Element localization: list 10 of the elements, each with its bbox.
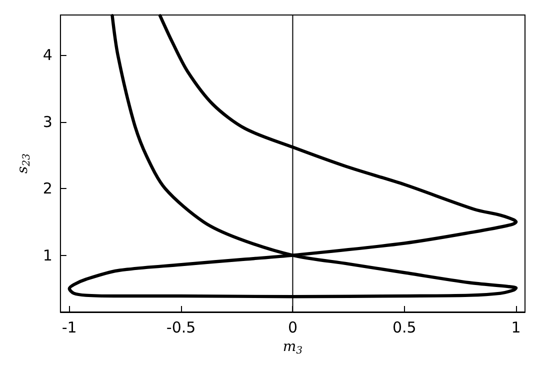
y-tick-label: 1 xyxy=(42,246,52,264)
x-tick-label: 0.5 xyxy=(392,318,416,336)
y-tick-label: 2 xyxy=(42,180,52,198)
x-tick-label: 1 xyxy=(511,318,521,336)
x-tick-label: -1 xyxy=(62,318,77,336)
x-tick-label: 0 xyxy=(288,318,298,336)
y-tick-label: 4 xyxy=(42,46,52,64)
x-tick-label: -0.5 xyxy=(166,318,196,336)
y-tick-label: 3 xyxy=(42,112,52,131)
y-axis-title: s23 xyxy=(15,154,32,174)
